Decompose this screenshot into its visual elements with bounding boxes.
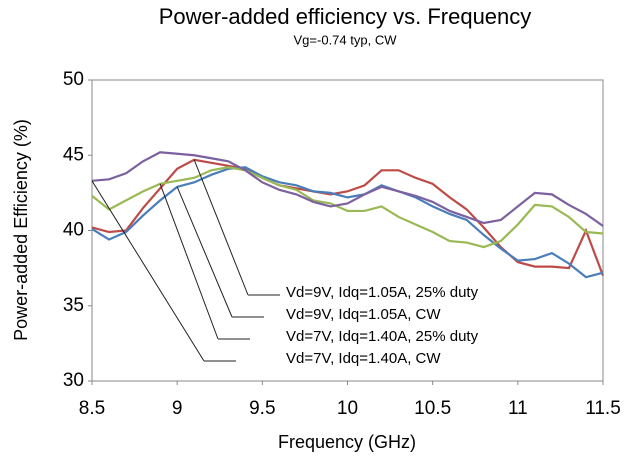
x-tick-label: 9 [172, 398, 183, 419]
y-tick-label: 40 [63, 220, 84, 241]
x-tick-label: 9.5 [249, 398, 275, 419]
series-line [91, 166, 604, 279]
y-tick-label: 30 [63, 370, 84, 391]
legend-label: Vd=9V, Idq=1.05A, CW [286, 306, 441, 323]
leader-line [91, 180, 236, 362]
x-tick-label: 11.5 [585, 398, 621, 419]
x-tick-label: 8.5 [79, 398, 105, 419]
series-line [91, 158, 605, 277]
chart-subtitle: Vg=-0.74 typ, CW [294, 32, 398, 47]
legend-label: Vd=9V, Idq=1.05A, 25% duty [286, 284, 479, 301]
leader-line [176, 186, 264, 318]
y-tick-label: 35 [63, 295, 84, 316]
y-tick-label: 50 [63, 69, 84, 90]
legend-label: Vd=7V, Idq=1.40A, CW [286, 350, 441, 367]
leader-line [159, 183, 250, 340]
leader-line [193, 159, 280, 296]
x-tick-label: 10.5 [414, 398, 451, 419]
x-tick-label: 11 [508, 398, 528, 419]
legend-label: Vd=7V, Idq=1.40A, 25% duty [286, 328, 479, 345]
chart-title: Power-added efficiency vs. Frequency [159, 4, 532, 29]
series-line [91, 166, 604, 249]
x-axis-label: Frequency (GHz) [278, 432, 416, 452]
x-tick-label: 10 [337, 398, 358, 419]
series-line [91, 151, 604, 227]
y-tick-label: 45 [63, 144, 84, 165]
y-axis-label: Power-added Efficiency (%) [11, 119, 31, 341]
